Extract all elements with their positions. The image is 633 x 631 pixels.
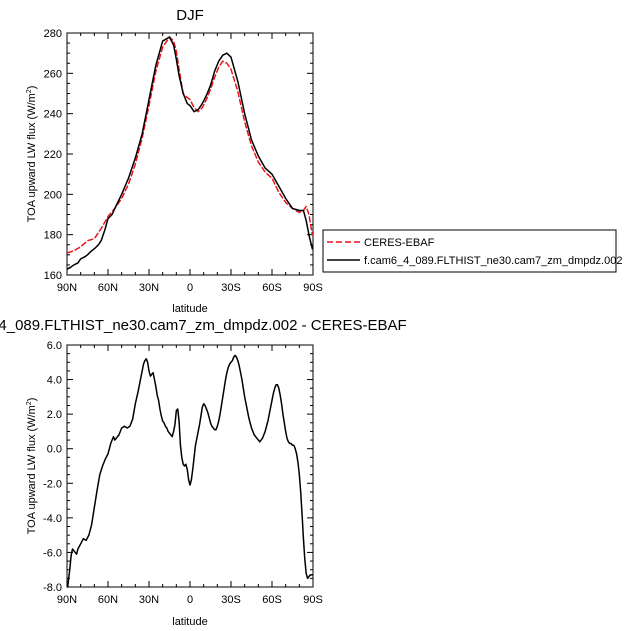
- bottom-y-tick-label: 2.0: [47, 409, 62, 421]
- bottom-y-axis-label-sup: 2: [26, 401, 33, 405]
- bottom-x-tick-label: 60S: [262, 594, 282, 606]
- top-ticks: 90N 60N 30N 0 30S 60S 90S 160 180 200 220 240 260 280: [44, 28, 323, 294]
- bottom-x-tick-label: 30S: [221, 594, 241, 606]
- top-x-tick-label: 90N: [57, 282, 77, 294]
- bottom-x-tick-label: 90N: [57, 594, 77, 606]
- bottom-x-axis-label: latitude: [172, 616, 207, 628]
- top-x-tick-label: 30N: [139, 282, 159, 294]
- bottom-x-tick-label: 90S: [303, 594, 323, 606]
- legend-box: [322, 229, 617, 273]
- top-y-axis-label-text: TOA upward LW flux (W/m: [26, 93, 38, 222]
- top-x-tick-label: 0: [187, 282, 193, 294]
- top-series-line-ceres: [66, 36, 314, 254]
- bottom-y-tick-label: -8.0: [43, 582, 62, 594]
- top-series-line-model: [66, 36, 314, 270]
- bottom-series-line-model: [66, 354, 314, 588]
- bottom-chart-title: n6_4_089.FLTHIST_ne30.cam7_zm_dmpdz.002 …: [0, 317, 407, 334]
- top-y-tick-label: 220: [44, 149, 62, 161]
- top-x-tick-label: 90S: [303, 282, 323, 294]
- top-x-tick-label: 60S: [262, 282, 282, 294]
- top-y-axis-label-sup: 2: [26, 89, 33, 93]
- bottom-y-tick-label: 6.0: [47, 340, 62, 352]
- top-x-tick-label: 60N: [98, 282, 118, 294]
- bottom-y-tick-label: 0.0: [47, 444, 62, 456]
- bottom-y-tick-label: 4.0: [47, 375, 62, 387]
- bottom-chart: n6_4_089.FLTHIST_ne30.cam7_zm_dmpdz.002 …: [0, 317, 407, 628]
- bottom-y-axis-label-close: ): [26, 398, 38, 402]
- legend: CERES-EBAF f.cam6_4_089.FLTHIST_ne30.cam…: [322, 229, 622, 273]
- top-y-tick-label: 180: [44, 230, 62, 242]
- bottom-ticks: 90N 60N 30N 0 30S 60S 90S -8.0 -6.0 -4.0 -2.0 0.0 2.…: [43, 340, 323, 606]
- top-y-tick-label: 260: [44, 68, 62, 80]
- bottom-x-tick-label: 30N: [139, 594, 159, 606]
- top-y-axis-label-close: ): [26, 86, 38, 90]
- top-y-axis-label: TOA upward LW flux (W/m2): [26, 86, 38, 223]
- top-y-tick-label: 240: [44, 109, 62, 121]
- top-x-tick-label: 30S: [221, 282, 241, 294]
- top-y-tick-label: 280: [44, 28, 62, 40]
- legend-label-model: f.cam6_4_089.FLTHIST_ne30.cam7_zm_dmpdz.…: [364, 255, 622, 267]
- top-y-tick-label: 200: [44, 189, 62, 201]
- bottom-y-tick-label: -2.0: [43, 478, 62, 490]
- bottom-y-tick-label: -6.0: [43, 547, 62, 559]
- bottom-series-lines: [66, 354, 314, 588]
- top-chart: DJF 90N 60N 30N 0 30S 60S 90S 160 180 200 220 240 26…: [26, 7, 323, 315]
- bottom-y-tick-label: -4.0: [43, 513, 62, 525]
- bottom-plot-frame: [66, 344, 314, 588]
- bottom-y-axis-label-text: TOA upward LW flux (W/m: [26, 405, 38, 534]
- bottom-y-axis-label: TOA upward LW flux (W/m2): [26, 398, 38, 535]
- bottom-x-tick-label: 0: [187, 594, 193, 606]
- top-y-tick-label: 160: [44, 270, 62, 282]
- legend-label-ceres: CERES-EBAF: [364, 237, 435, 249]
- bottom-x-tick-label: 60N: [98, 594, 118, 606]
- top-plot-frame: [66, 32, 314, 276]
- top-x-axis-label: latitude: [172, 303, 207, 315]
- top-chart-title: DJF: [176, 7, 204, 24]
- top-series-lines: [66, 36, 314, 270]
